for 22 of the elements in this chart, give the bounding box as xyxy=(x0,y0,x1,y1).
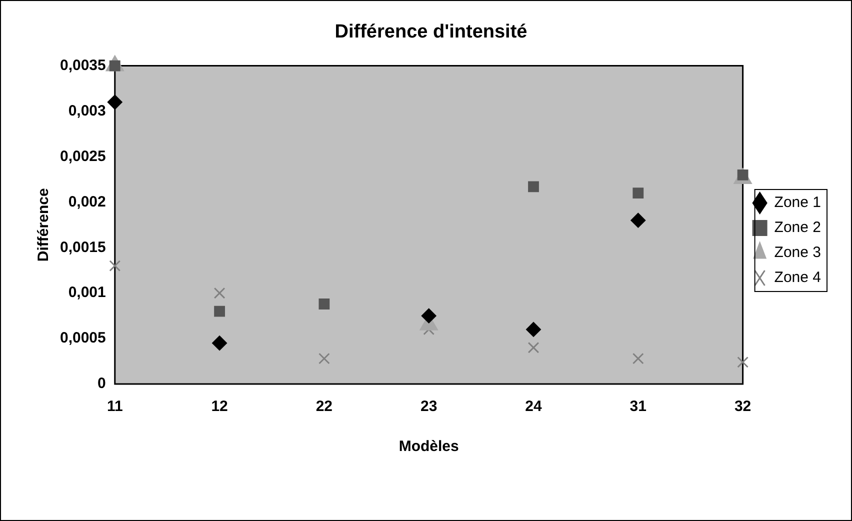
legend-label: Zone 1 xyxy=(774,194,822,212)
y-tick-label: 0,002 xyxy=(68,193,106,210)
x-tick-label: 32 xyxy=(734,398,752,416)
x-tick-label: 23 xyxy=(420,398,438,416)
x-axis-title: Modèles xyxy=(398,438,459,456)
x-tick-label: 12 xyxy=(211,398,228,416)
y-tick-label: 0 xyxy=(98,375,106,392)
legend-label: Zone 2 xyxy=(774,219,822,236)
y-tick-label: 0,003 xyxy=(68,102,106,120)
y-tick-label: 0,0015 xyxy=(60,238,106,256)
x-tick-label: 11 xyxy=(106,398,123,416)
y-tick-label: 0,0035 xyxy=(60,56,106,74)
x-tick-label: 22 xyxy=(316,398,333,416)
y-tick-label: 0,001 xyxy=(68,284,106,302)
y-tick-label: 0,0025 xyxy=(60,148,106,165)
chart-title: Différence d'intensité xyxy=(334,22,528,43)
y-tick-label: 0,0005 xyxy=(60,330,106,347)
legend-label: Zone 4 xyxy=(774,269,822,286)
y-axis-title: Différence xyxy=(35,188,52,262)
x-tick-label: 31 xyxy=(630,398,646,416)
x-tick-label: 24 xyxy=(525,398,542,416)
legend-label: Zone 3 xyxy=(774,244,822,262)
